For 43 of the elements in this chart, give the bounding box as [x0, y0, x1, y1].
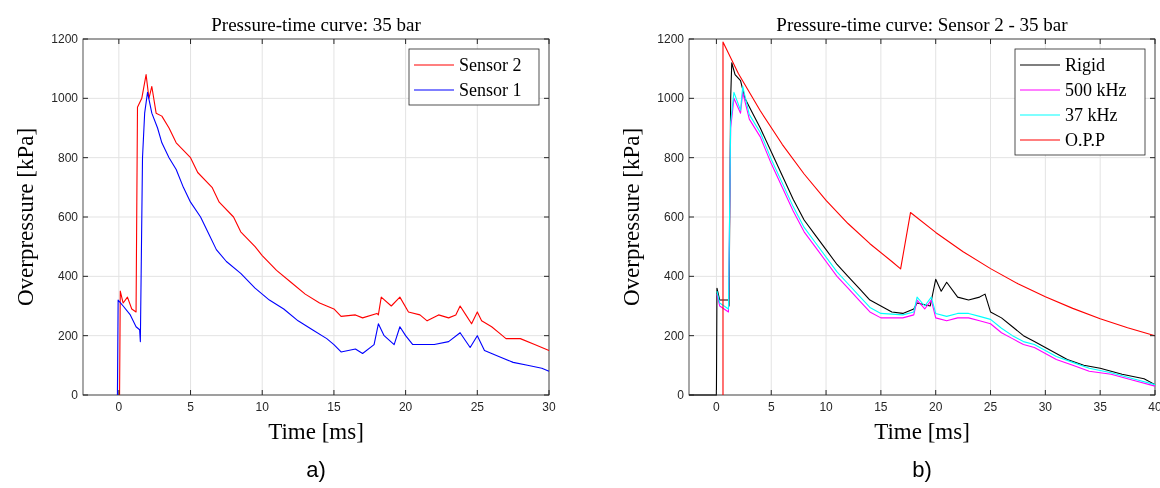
y-tick-label: 600 [57, 210, 79, 224]
y-tick-label: 400 [57, 269, 79, 284]
y-tick-label: 800 [663, 150, 685, 165]
legend-label: Rigid [1065, 55, 1106, 75]
y-axis-title: Overpressure [kPa] [619, 127, 644, 307]
x-tick-label: 30 [542, 400, 556, 414]
y-tick-label: 0 [677, 388, 685, 402]
y-tick-label: 200 [57, 328, 79, 343]
x-tick-label: 0 [713, 400, 721, 414]
x-axis-title: Time [ms] [268, 419, 364, 444]
x-tick-label: 25 [470, 400, 485, 414]
x-tick-label: 20 [398, 400, 413, 414]
legend-label: O.P.P [1065, 130, 1106, 150]
y-tick-label: 1000 [657, 91, 685, 106]
x-tick-label: 20 [929, 400, 943, 414]
y-tick-label: 1200 [51, 32, 79, 46]
y-tick-label: 800 [57, 150, 79, 165]
legend-label: Sensor 2 [459, 55, 522, 75]
x-tick-label: 30 [1038, 400, 1053, 414]
x-tick-label: 10 [255, 400, 270, 414]
text: b) [912, 457, 932, 482]
x-axis-title: Time [ms] [874, 419, 970, 444]
y-tick-label: 1000 [51, 91, 79, 106]
y-tick-label: 0 [71, 388, 79, 402]
legend-label: 500 kHz [1065, 80, 1127, 100]
text: a) [306, 457, 326, 482]
x-tick-label: 15 [327, 400, 341, 414]
x-tick-label: 5 [187, 400, 195, 414]
y-tick-label: 200 [663, 328, 685, 343]
x-tick-label: 25 [983, 400, 998, 414]
x-tick-label: 35 [1093, 400, 1108, 414]
y-tick-label: 1200 [657, 32, 685, 46]
legend-label: 37 kHz [1065, 105, 1118, 125]
legend-label: Sensor 1 [459, 80, 522, 100]
chart-title: Pressure-time curve: Sensor 2 - 35 bar [776, 14, 1069, 35]
y-tick-label: 600 [663, 210, 685, 224]
y-axis-title: Overpressure [kPa] [13, 127, 38, 307]
x-tick-label: 0 [115, 400, 123, 414]
x-tick-label: 5 [767, 400, 775, 414]
x-tick-label: 10 [819, 400, 834, 414]
y-tick-label: 400 [663, 269, 685, 284]
x-tick-label: 15 [874, 400, 888, 414]
chart-title: Pressure-time curve: 35 bar [211, 14, 422, 35]
